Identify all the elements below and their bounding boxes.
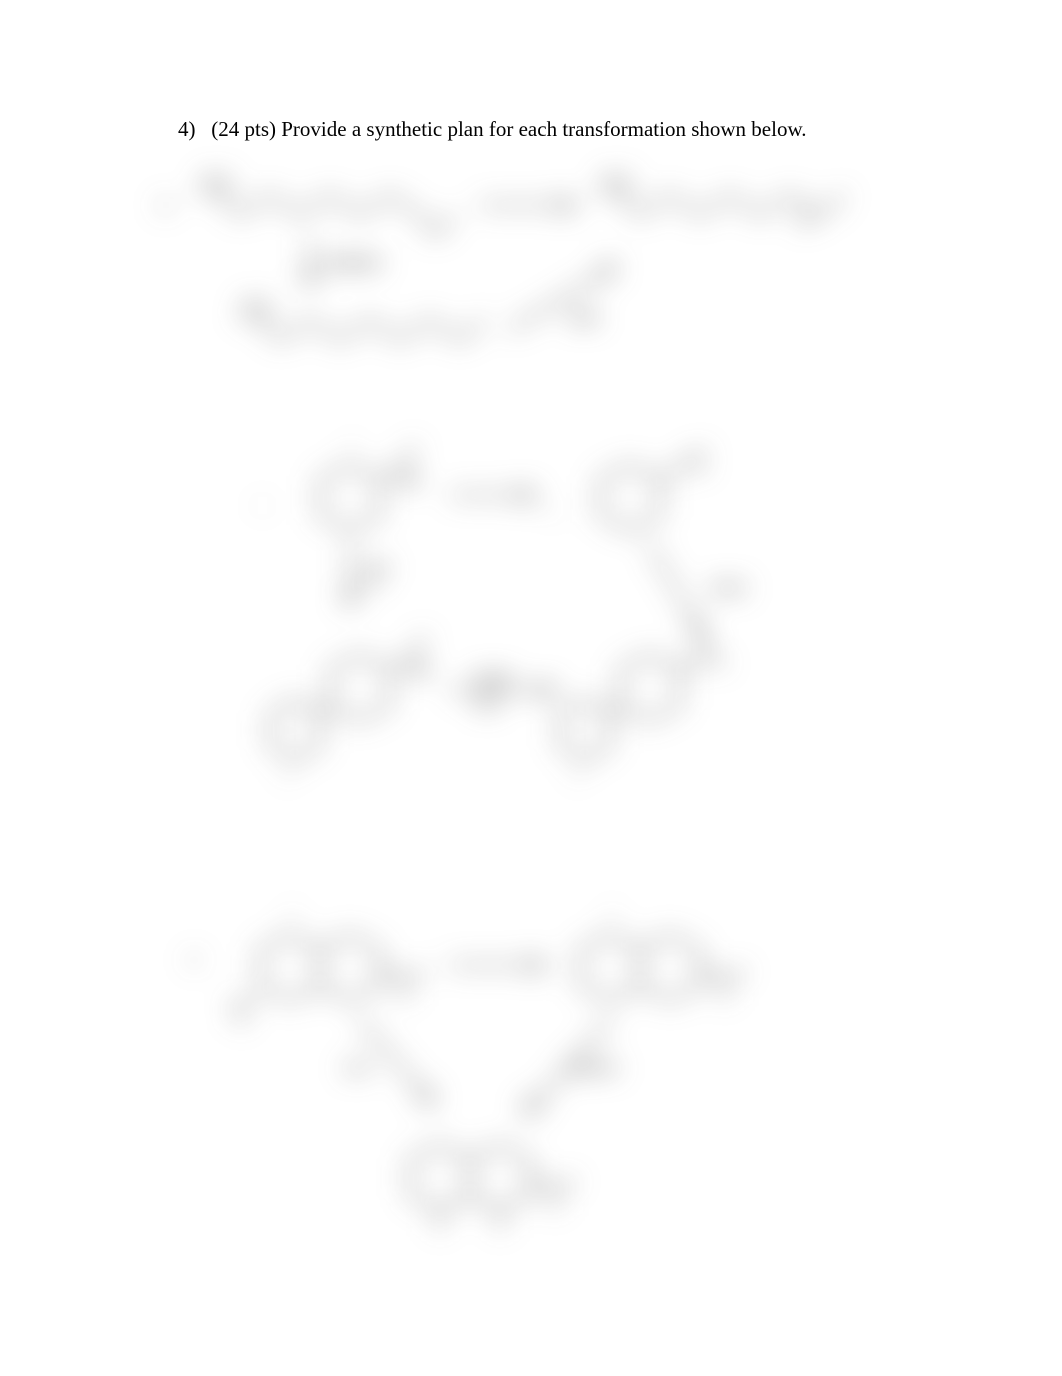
- scheme-panel-b: ▪ ▪ ▪ ▬▬ ▬ ▬▬▬: [200, 420, 860, 840]
- question-number: 4): [178, 116, 206, 143]
- svg-text:▪: ▪: [260, 499, 265, 514]
- svg-text:▪: ▪: [550, 504, 555, 519]
- svg-text:▬▬: ▬▬: [365, 559, 389, 573]
- scheme-panel-c: c ▪ ▪ ▬▬: [170, 870, 830, 1290]
- svg-text:▪: ▪: [350, 439, 354, 453]
- svg-text:▬▬: ▬▬: [570, 309, 598, 324]
- svg-text:a: a: [160, 190, 170, 215]
- page-root: 4) (24 pts) Provide a synthetic plan for…: [0, 0, 1062, 1376]
- svg-text:▬▬▬▬: ▬▬▬▬: [570, 1059, 618, 1073]
- question-line: 4) (24 pts) Provide a synthetic plan for…: [178, 116, 807, 143]
- svg-text:c: c: [190, 945, 200, 970]
- scheme-panel-a: a ▬▬▬▬: [150, 160, 910, 400]
- svg-text:▪: ▪: [575, 769, 580, 784]
- svg-text:▪: ▪: [610, 909, 615, 924]
- question-points: (24 pts): [211, 117, 276, 141]
- svg-text:▬▬: ▬▬: [475, 695, 499, 709]
- question-prompt: Provide a synthetic plan for each transf…: [281, 117, 806, 141]
- svg-text:▪: ▪: [290, 909, 295, 924]
- svg-text:▪: ▪: [285, 769, 290, 784]
- svg-text:▬▬▬: ▬▬▬: [475, 669, 511, 683]
- svg-text:▬▬▬: ▬▬▬: [710, 579, 746, 593]
- svg-text:▬: ▬: [365, 574, 377, 588]
- svg-text:▬▬▬▬: ▬▬▬▬: [325, 254, 381, 269]
- svg-text:▬▬: ▬▬: [345, 1059, 369, 1073]
